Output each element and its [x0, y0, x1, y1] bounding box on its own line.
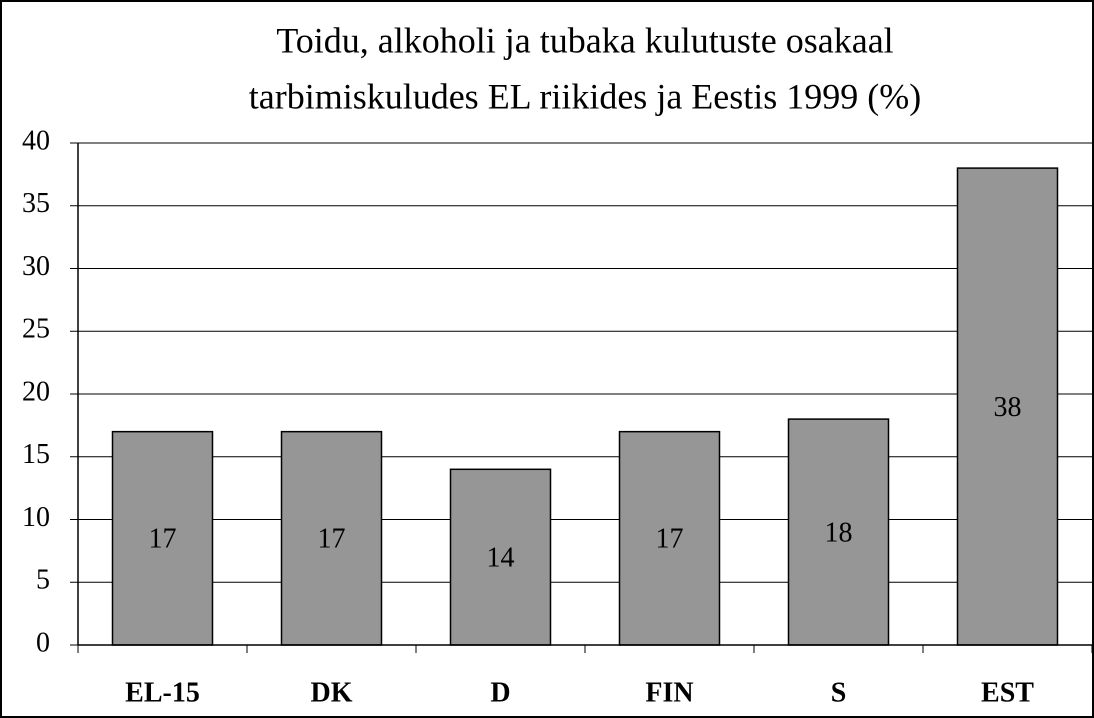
y-tick-label: 25 — [22, 314, 50, 345]
bar — [618, 430, 721, 646]
bar — [787, 418, 890, 646]
x-tick-label: D — [490, 677, 510, 708]
value-label: 17 — [149, 524, 177, 555]
bar — [111, 430, 214, 646]
y-tick-label: 20 — [22, 376, 50, 407]
chart-title: tarbimiskuludes EL riikides ja Eestis 19… — [249, 76, 922, 116]
value-label: 38 — [994, 392, 1022, 423]
y-tick-label: 30 — [22, 251, 50, 282]
y-tick-label: 15 — [22, 439, 50, 470]
value-label: 17 — [656, 524, 684, 555]
bar — [449, 468, 552, 646]
value-label: 14 — [487, 543, 515, 574]
x-tick-label: EL-15 — [125, 677, 200, 708]
x-tick-label: FIN — [645, 677, 693, 708]
y-tick-label: 35 — [22, 188, 50, 219]
value-label: 18 — [825, 517, 853, 548]
chart-title: Toidu, alkoholi ja tubaka kulutuste osak… — [276, 20, 893, 60]
y-tick-label: 10 — [22, 502, 50, 533]
bar — [956, 167, 1059, 646]
y-tick-label: 0 — [36, 627, 50, 658]
value-label: 17 — [318, 524, 346, 555]
x-tick-label: EST — [981, 677, 1034, 708]
y-tick-label: 40 — [22, 125, 50, 156]
x-tick-label: S — [831, 677, 847, 708]
y-tick-label: 5 — [36, 565, 50, 596]
x-tick-label: DK — [311, 677, 353, 708]
